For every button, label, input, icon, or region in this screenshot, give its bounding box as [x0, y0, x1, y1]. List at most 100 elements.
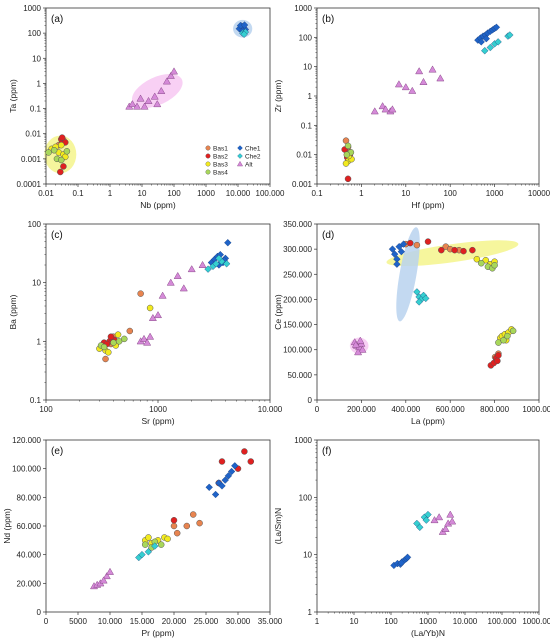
- data-point-che2: [494, 38, 502, 46]
- y-tick-label: 100.000: [283, 346, 312, 355]
- data-point-che2: [424, 510, 432, 519]
- y-tick-label: 80.000: [17, 493, 42, 502]
- series-bas2: [406, 238, 476, 255]
- region-ellipse: [386, 240, 519, 267]
- data-point-alt: [401, 83, 410, 91]
- series-alt: [125, 67, 179, 110]
- y-tick-label: 10: [32, 54, 41, 63]
- x-tick-label: 1000: [486, 189, 504, 198]
- y-tick-label: 100: [299, 493, 313, 502]
- x-tick-label: 10.000: [453, 617, 478, 626]
- data-point-bas2: [218, 458, 226, 465]
- x-tick-label: 100: [167, 189, 181, 198]
- y-tick-label: 0.0001: [17, 180, 42, 189]
- x-tick-label: 0: [315, 405, 320, 414]
- legend-marker-bas3: [205, 161, 211, 167]
- data-point-bas2: [469, 246, 476, 254]
- data-point-bas2: [460, 247, 467, 255]
- data-point-alt: [187, 265, 196, 273]
- data-point-che2: [222, 260, 231, 268]
- data-point-bas4: [45, 149, 52, 156]
- y-tick-label: 1: [308, 92, 313, 101]
- data-point-bas2: [451, 246, 458, 254]
- data-point-alt: [143, 338, 152, 346]
- data-point-che2: [415, 298, 423, 306]
- data-point-bas1: [126, 327, 134, 335]
- data-point-bas3: [58, 141, 65, 149]
- data-point-bas1: [189, 511, 197, 518]
- x-tick-label: 10: [350, 617, 359, 626]
- data-point-alt: [102, 572, 111, 580]
- y-tick-label: 10: [303, 551, 312, 560]
- legend-label-bas4: Bas4: [213, 169, 228, 176]
- x-tick-label: 200.000: [347, 405, 376, 414]
- y-axis-label: Nd (ppm): [2, 508, 12, 544]
- series-bas4: [478, 259, 498, 272]
- plot-frame: [45, 7, 271, 185]
- data-point-bas3: [473, 255, 481, 263]
- data-point-che1: [215, 479, 223, 487]
- x-tick-label: 10: [138, 189, 147, 198]
- y-tick-label: 20.000: [17, 579, 42, 588]
- x-tick-label: 10.000: [258, 405, 283, 414]
- data-point-bas3: [482, 256, 489, 264]
- series-alt: [89, 567, 115, 590]
- data-point-alt: [166, 278, 175, 286]
- data-point-che2: [240, 30, 248, 38]
- panel-a: 0.01 0.1 1 10 100 1000 10.000 100.000 0.0001 0.00…: [8, 4, 285, 210]
- series-che1: [474, 23, 501, 46]
- series-bas4: [97, 335, 128, 351]
- x-tick-label: 1000: [419, 617, 437, 626]
- data-point-bas2: [424, 238, 432, 245]
- x-tick-label: 1: [108, 189, 113, 198]
- panel-label: (c): [51, 230, 63, 241]
- data-point-che2: [212, 260, 220, 268]
- data-point-bas3: [164, 535, 171, 543]
- y-tick-label: 1000: [294, 4, 312, 13]
- data-point-alt: [358, 345, 367, 353]
- series-che1: [390, 553, 412, 570]
- data-point-che1: [482, 34, 490, 43]
- data-point-alt: [351, 340, 360, 348]
- panel-label: (f): [322, 446, 331, 457]
- data-point-bas2: [57, 168, 64, 176]
- data-point-bas2: [107, 333, 115, 340]
- x-tick-label: 20.000: [162, 617, 187, 626]
- data-point-che1: [211, 490, 220, 499]
- data-point-bas1: [173, 529, 181, 537]
- y-tick-label: 0.001: [21, 155, 42, 164]
- y-tick-label: 0.1: [301, 121, 313, 130]
- series-bas2: [487, 352, 502, 369]
- panel-label: (d): [322, 230, 334, 241]
- data-point-alt: [408, 86, 417, 94]
- x-tick-label: 100: [384, 617, 398, 626]
- data-point-bas4: [110, 339, 117, 346]
- x-tick-label: 1000: [149, 405, 167, 414]
- x-tick-label: 35.000: [258, 617, 283, 626]
- data-point-bas3: [146, 304, 154, 312]
- data-point-alt: [435, 513, 444, 521]
- legend-label-che1: Che1: [245, 145, 261, 152]
- y-tick-label: 1: [37, 79, 42, 88]
- y-tick-label: 100.000: [12, 465, 41, 474]
- data-point-bas1: [196, 519, 203, 527]
- data-point-alt: [436, 74, 445, 82]
- data-point-bas2: [438, 246, 445, 254]
- series-bas4: [141, 538, 165, 551]
- data-point-alt: [394, 80, 403, 88]
- series-bas4: [495, 327, 517, 346]
- series-che2: [204, 254, 231, 273]
- series-che1: [388, 240, 408, 268]
- data-point-che2: [422, 294, 430, 303]
- data-point-alt: [441, 524, 450, 532]
- data-point-bas3: [145, 534, 152, 541]
- y-tick-label: 1: [37, 337, 42, 346]
- y-tick-label: 40.000: [17, 551, 42, 560]
- data-point-che1: [240, 21, 249, 29]
- series-alt: [350, 336, 367, 356]
- data-point-che2: [416, 523, 424, 531]
- x-tick-label: 0.1: [311, 189, 323, 198]
- series-che2: [413, 510, 432, 531]
- data-point-alt: [133, 102, 142, 110]
- data-point-che1: [218, 482, 226, 490]
